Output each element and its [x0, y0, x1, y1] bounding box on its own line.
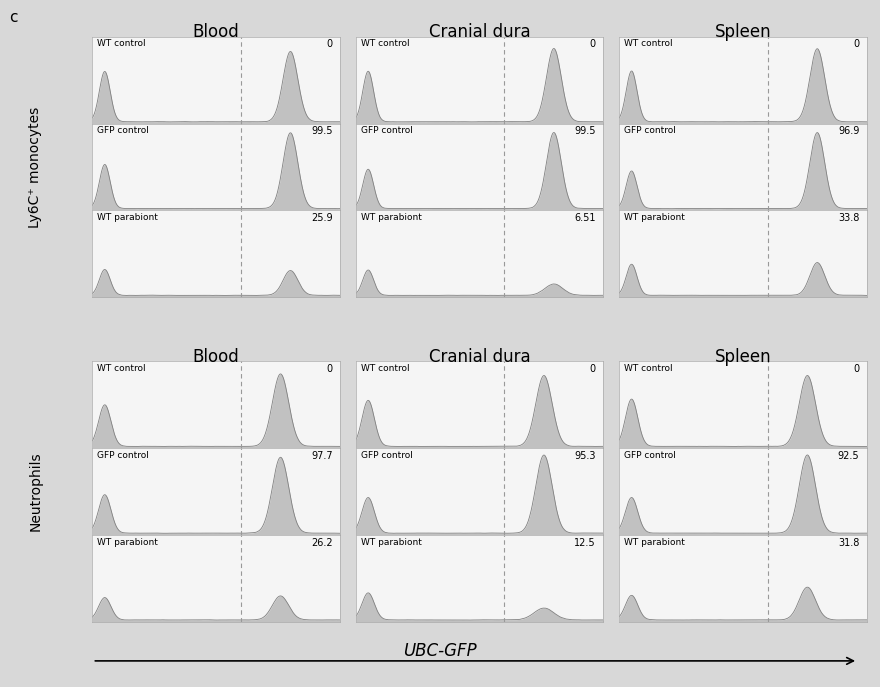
Text: Spleen: Spleen [715, 348, 772, 365]
Text: 0: 0 [590, 364, 596, 374]
Text: GFP control: GFP control [361, 451, 413, 460]
Text: 95.3: 95.3 [575, 451, 596, 461]
Text: GFP control: GFP control [624, 126, 676, 135]
Text: GFP control: GFP control [98, 451, 150, 460]
Text: Spleen: Spleen [715, 23, 772, 41]
Text: 99.5: 99.5 [575, 126, 596, 136]
Text: 25.9: 25.9 [311, 213, 333, 223]
Text: UBC-GFP: UBC-GFP [403, 642, 477, 660]
Text: WT control: WT control [98, 364, 146, 373]
Text: 92.5: 92.5 [838, 451, 860, 461]
Text: Neutrophils: Neutrophils [28, 452, 42, 531]
Text: GFP control: GFP control [624, 451, 676, 460]
Text: WT control: WT control [361, 364, 409, 373]
Text: Blood: Blood [193, 23, 239, 41]
Text: WT control: WT control [624, 364, 673, 373]
Text: WT parabiont: WT parabiont [624, 537, 685, 547]
Text: WT parabiont: WT parabiont [98, 537, 158, 547]
Text: 6.51: 6.51 [575, 213, 596, 223]
Text: 26.2: 26.2 [311, 537, 333, 548]
Text: 97.7: 97.7 [311, 451, 333, 461]
Text: Blood: Blood [193, 348, 239, 365]
Text: 96.9: 96.9 [838, 126, 860, 136]
Text: 33.8: 33.8 [838, 213, 860, 223]
Text: c: c [9, 10, 18, 25]
Text: 12.5: 12.5 [575, 537, 596, 548]
Text: Cranial dura: Cranial dura [429, 348, 531, 365]
Text: 0: 0 [854, 39, 860, 49]
Text: GFP control: GFP control [98, 126, 150, 135]
Text: 0: 0 [854, 364, 860, 374]
Text: WT parabiont: WT parabiont [98, 213, 158, 222]
Text: 99.5: 99.5 [311, 126, 333, 136]
Text: 31.8: 31.8 [838, 537, 860, 548]
Text: 0: 0 [326, 39, 333, 49]
Text: 0: 0 [326, 364, 333, 374]
Text: WT control: WT control [624, 39, 673, 48]
Text: WT parabiont: WT parabiont [624, 213, 685, 222]
Text: Ly6C⁺ monocytes: Ly6C⁺ monocytes [28, 106, 42, 227]
Text: WT parabiont: WT parabiont [361, 537, 422, 547]
Text: Cranial dura: Cranial dura [429, 23, 531, 41]
Text: GFP control: GFP control [361, 126, 413, 135]
Text: WT control: WT control [98, 39, 146, 48]
Text: WT control: WT control [361, 39, 409, 48]
Text: 0: 0 [590, 39, 596, 49]
Text: WT parabiont: WT parabiont [361, 213, 422, 222]
